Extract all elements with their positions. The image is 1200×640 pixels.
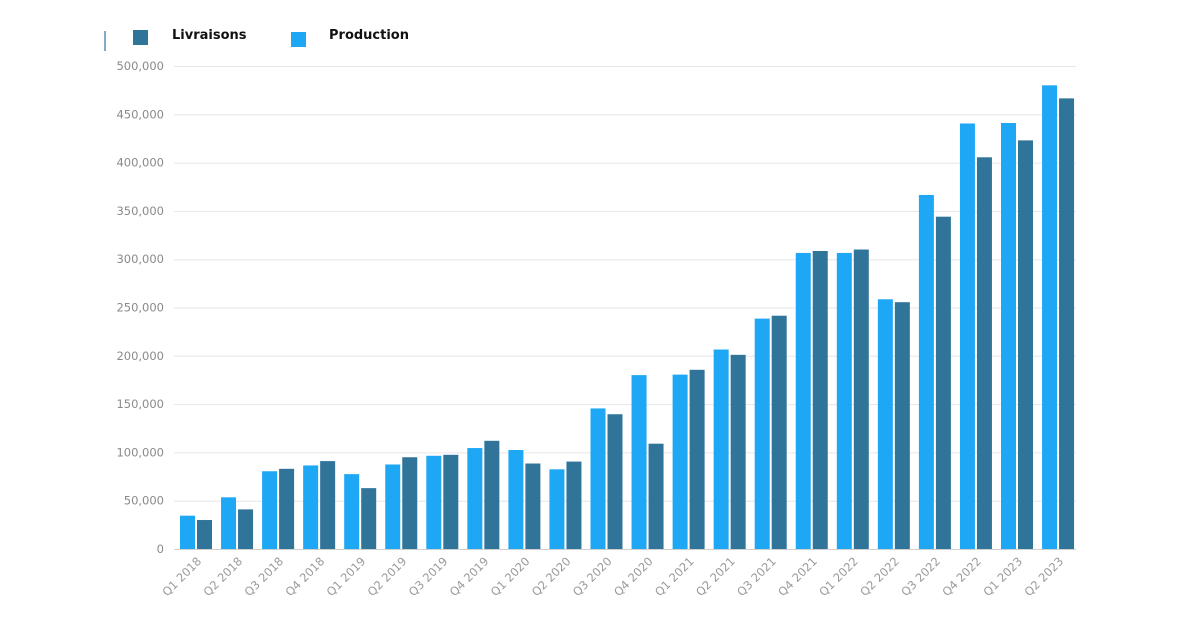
x-tick-label: Q3 2019	[406, 554, 451, 599]
y-tick-label: 500,000	[116, 59, 164, 73]
x-tick-label: Q3 2020	[570, 554, 615, 599]
x-tick-label: Q4 2018	[283, 554, 328, 599]
bar-production[interactable]	[262, 471, 278, 549]
bar-production[interactable]	[344, 474, 360, 549]
x-tick-label: Q1 2020	[488, 554, 533, 599]
bar-livraisons[interactable]	[607, 414, 623, 549]
bar-production[interactable]	[180, 515, 195, 549]
bar-livraisons[interactable]	[361, 488, 377, 549]
y-tick-label: 0	[157, 542, 164, 556]
bar-production[interactable]	[754, 318, 770, 549]
y-tick-label: 100,000	[116, 445, 164, 459]
bar-livraisons[interactable]	[566, 461, 582, 549]
x-tick-label: Q4 2022	[939, 554, 984, 599]
bar-livraisons[interactable]	[894, 302, 910, 549]
bar-livraisons[interactable]	[976, 157, 992, 550]
bar-production[interactable]	[795, 252, 811, 549]
bar-production[interactable]	[303, 465, 319, 549]
legend-label-livraisons: Livraisons	[172, 28, 247, 43]
legend: Livraisons Production	[133, 28, 409, 47]
y-tick-label: 200,000	[116, 349, 164, 363]
x-tick-label: Q2 2018	[200, 554, 245, 599]
x-tick-label: Q2 2023	[1021, 554, 1066, 599]
y-tick-label: 150,000	[116, 397, 164, 411]
bar-livraisons[interactable]	[1018, 140, 1033, 549]
y-tick-label: 350,000	[116, 204, 164, 218]
bar-production[interactable]	[385, 464, 401, 549]
x-tick-label: Q3 2022	[898, 554, 943, 599]
y-tick-label: 250,000	[116, 301, 164, 315]
bar-production[interactable]	[672, 374, 688, 549]
bar-production[interactable]	[508, 449, 524, 549]
bar-livraisons[interactable]	[238, 509, 254, 549]
x-tick-label: Q1 2022	[816, 554, 861, 599]
bar-livraisons[interactable]	[689, 369, 705, 549]
bar-production[interactable]	[221, 497, 237, 549]
x-tick-label: Q1 2019	[324, 554, 369, 599]
bar-production[interactable]	[918, 194, 934, 549]
bar-livraisons[interactable]	[771, 315, 787, 549]
bar-production[interactable]	[426, 455, 442, 549]
bar-livraisons[interactable]	[320, 461, 336, 549]
legend-label-production: Production	[329, 28, 409, 43]
y-tick-label: 400,000	[116, 156, 164, 170]
bar-production[interactable]	[1042, 85, 1058, 549]
x-tick-label: Q2 2019	[365, 554, 410, 599]
y-axis-ticks: 0 50,000 100,000 150,000 200,000 250,000 300,0…	[116, 59, 164, 556]
bar-livraisons[interactable]	[935, 216, 951, 550]
x-tick-label: Q2 2020	[529, 554, 574, 599]
bar-livraisons[interactable]	[525, 463, 541, 549]
x-tick-label: Q3 2021	[734, 554, 779, 599]
x-tick-label: Q3 2018	[241, 554, 286, 599]
x-tick-label: Q2 2021	[693, 554, 738, 599]
bar-livraisons[interactable]	[197, 520, 212, 549]
bar-production[interactable]	[590, 408, 606, 549]
x-tick-label: Q2 2022	[857, 554, 902, 599]
x-tick-label: Q1 2018	[159, 554, 204, 599]
legend-swatch-livraisons[interactable]	[133, 30, 148, 45]
bar-livraisons[interactable]	[853, 249, 869, 550]
x-tick-label: Q4 2019	[447, 554, 492, 599]
bar-livraisons[interactable]	[730, 354, 746, 549]
bar-production[interactable]	[836, 252, 852, 549]
y-tick-label: 50,000	[124, 494, 164, 508]
x-tick-label: Q4 2020	[611, 554, 656, 599]
bar-production[interactable]	[877, 299, 893, 549]
bar-livraisons[interactable]	[279, 468, 295, 549]
bars	[180, 85, 1075, 550]
bar-livraisons[interactable]	[648, 443, 664, 549]
legend-swatch-production[interactable]	[291, 32, 306, 47]
bar-production[interactable]	[1001, 122, 1016, 549]
bar-livraisons[interactable]	[484, 440, 500, 549]
bar-production[interactable]	[631, 375, 647, 549]
bar-production[interactable]	[467, 448, 483, 549]
x-tick-label: Q4 2021	[775, 554, 820, 599]
bar-livraisons[interactable]	[443, 454, 459, 549]
x-tick-label: Q1 2023	[980, 554, 1025, 599]
x-tick-label: Q1 2021	[652, 554, 697, 599]
bar-production[interactable]	[713, 349, 729, 549]
bar-livraisons[interactable]	[1059, 98, 1075, 550]
bar-livraisons[interactable]	[402, 457, 418, 549]
bar-livraisons[interactable]	[812, 250, 828, 549]
bar-production[interactable]	[549, 469, 565, 549]
y-tick-label: 300,000	[116, 252, 164, 266]
y-tick-label: 450,000	[116, 107, 164, 121]
bar-production[interactable]	[959, 123, 975, 550]
